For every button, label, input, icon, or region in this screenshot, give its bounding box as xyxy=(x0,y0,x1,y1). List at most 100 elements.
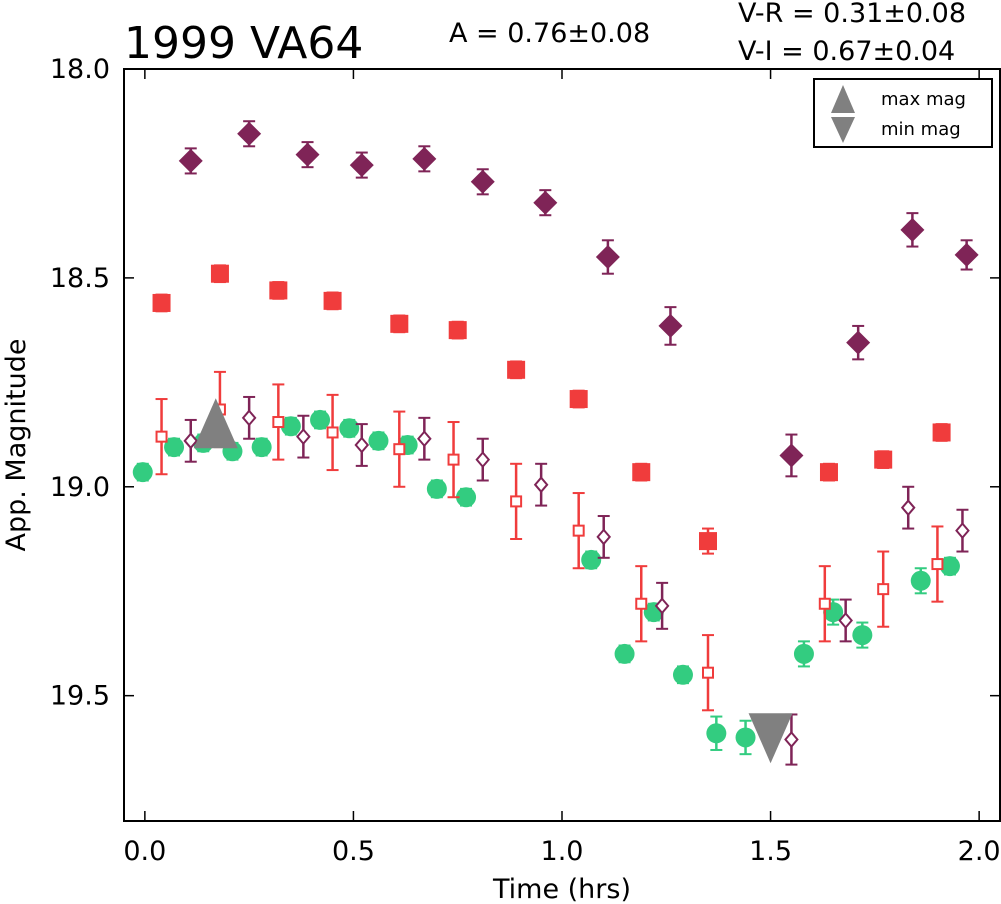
open-diamond-point xyxy=(354,436,370,454)
open-diamond-point xyxy=(241,409,257,427)
open-square-point xyxy=(931,558,944,571)
filled-diamond-point xyxy=(658,313,683,338)
filled-circle-point xyxy=(310,409,331,430)
filled-square-point xyxy=(448,321,467,340)
open-diamond-point xyxy=(475,451,491,469)
open-square-point xyxy=(393,443,406,456)
filled-circle-point xyxy=(614,643,635,664)
filled-circle-point xyxy=(735,727,756,748)
filled-square-point xyxy=(210,264,229,283)
y-tick-label: 18.0 xyxy=(50,54,110,85)
filled-square-point xyxy=(152,293,171,312)
min-mag-triangle-down-icon xyxy=(748,713,793,764)
open-square-point xyxy=(818,597,831,610)
open-square-point xyxy=(635,597,648,610)
filled-circle-point-series xyxy=(132,409,960,756)
filled-square-point xyxy=(323,291,342,310)
filled-diamond-point xyxy=(349,153,374,178)
filled-square-point xyxy=(269,281,288,300)
y-axis: 18.0 18.5 19.0 19.5 xyxy=(50,54,1000,712)
y-tick-label: 19.0 xyxy=(50,472,110,503)
filled-diamond-point xyxy=(237,121,262,146)
filled-diamond-point xyxy=(954,242,979,267)
legend-label-max-mag: max mag xyxy=(881,89,966,110)
open-diamond-point xyxy=(955,522,970,540)
open-square-point xyxy=(510,495,523,508)
filled-diamond-point xyxy=(412,146,437,171)
open-square-point xyxy=(702,666,714,679)
filled-square-point xyxy=(507,360,526,379)
open-diamond-point xyxy=(654,597,670,615)
filled-circle-point xyxy=(910,570,931,591)
x-tick-label: 1.5 xyxy=(749,836,792,867)
open-diamond-point xyxy=(296,428,311,446)
filled-circle-point xyxy=(852,625,873,646)
y-tick-label: 18.5 xyxy=(50,263,110,294)
open-square-point xyxy=(877,583,890,596)
filled-diamond-point xyxy=(178,148,203,173)
open-diamond-point xyxy=(183,432,199,450)
filled-circle-point xyxy=(132,462,153,483)
x-tick-label: 1.0 xyxy=(541,836,584,867)
filled-square-point xyxy=(632,463,651,482)
color-vi-annotation: V-I = 0.67±0.04 xyxy=(738,36,955,67)
open-diamond-point-series xyxy=(183,395,970,766)
open-diamond-point xyxy=(900,499,916,517)
filled-circle-point xyxy=(793,643,814,664)
filled-square-point xyxy=(874,450,893,469)
x-tick-label: 0.0 xyxy=(123,836,166,867)
filled-diamond-point xyxy=(846,330,871,355)
open-square-point xyxy=(572,524,585,537)
filled-circle-point xyxy=(164,437,185,458)
x-axis-label: Time (hrs) xyxy=(492,874,631,904)
filled-circle-point xyxy=(280,416,301,437)
filled-circle-point xyxy=(672,664,693,685)
open-square-point xyxy=(447,453,460,466)
filled-diamond-point xyxy=(295,142,320,167)
x-tick-label: 0.5 xyxy=(332,836,375,867)
legend-label-min-mag: min mag xyxy=(881,119,961,140)
filled-diamond-point xyxy=(595,245,620,269)
filled-diamond-point xyxy=(470,169,495,194)
max-mag-triangle-up-icon xyxy=(193,398,238,449)
open-diamond-point xyxy=(838,611,853,630)
filled-circle-point xyxy=(581,549,602,570)
open-square-point-series xyxy=(155,370,944,712)
legend-max-mag-triangle-up-icon xyxy=(831,85,855,113)
color-vr-annotation: V-R = 0.31±0.08 xyxy=(738,0,966,29)
filled-square-point xyxy=(699,532,717,551)
filled-circle-point xyxy=(939,556,960,577)
x-axis: 0.0 0.5 1.0 1.5 2.0 xyxy=(123,69,1001,867)
x-tick-label: 2.0 xyxy=(958,836,1001,867)
legend-min-mag-triangle-down-icon xyxy=(831,117,855,143)
filled-square-point xyxy=(932,423,951,442)
filled-square-point xyxy=(390,314,409,333)
filled-square-point-series xyxy=(152,264,951,555)
legend: max mag min mag xyxy=(813,78,993,148)
open-square-point xyxy=(326,426,339,439)
filled-circle-point xyxy=(456,487,477,508)
filled-diamond-point xyxy=(779,443,804,468)
open-square-point xyxy=(155,430,168,443)
chart-title: 1999 VA64 xyxy=(124,18,363,69)
filled-diamond-point-series xyxy=(178,120,979,478)
filled-square-point xyxy=(819,463,838,482)
y-axis-label: App. Magnitude xyxy=(1,339,32,552)
filled-diamond-point xyxy=(900,217,925,242)
filled-circle-point xyxy=(339,418,360,439)
y-tick-label: 19.5 xyxy=(50,681,110,712)
chart-marks xyxy=(132,120,979,766)
filled-diamond-point xyxy=(533,190,558,215)
filled-circle-point xyxy=(706,723,727,744)
open-diamond-point xyxy=(533,476,549,494)
filled-circle-point xyxy=(251,437,272,458)
open-diamond-point xyxy=(417,430,432,448)
open-diamond-point xyxy=(784,730,799,749)
open-square-point xyxy=(272,416,285,429)
filled-circle-point xyxy=(368,430,389,451)
filled-circle-point xyxy=(426,478,447,499)
filled-square-point xyxy=(569,390,588,409)
amplitude-annotation: A = 0.76±0.08 xyxy=(449,18,650,49)
open-diamond-point xyxy=(596,528,612,546)
